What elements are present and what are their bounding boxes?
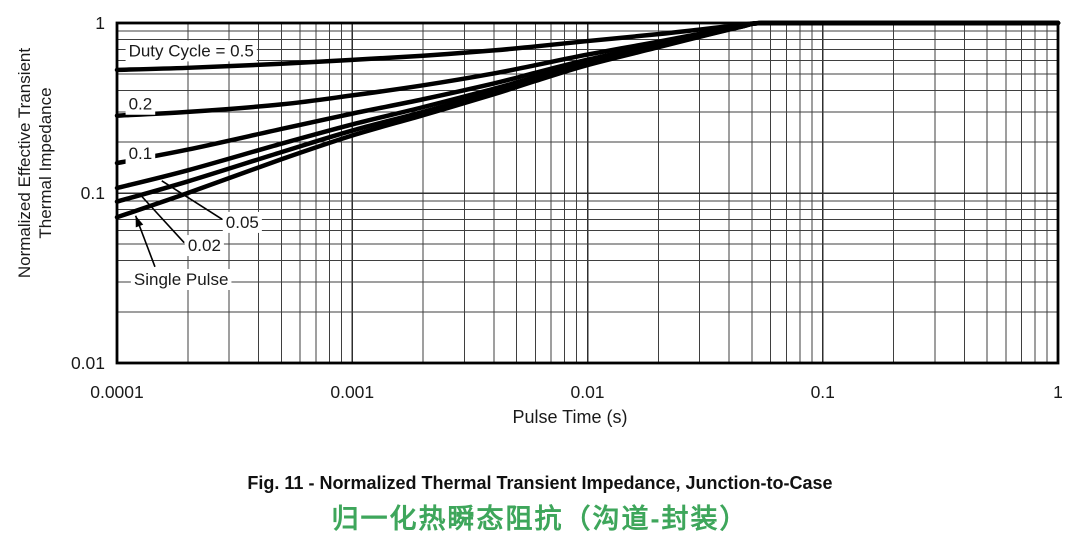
curve-label-background — [125, 40, 257, 62]
x-tick-label-0.001: 0.001 — [330, 382, 374, 402]
figure-caption-chinese: 归一化热瞬态阻抗（沟道-封装） — [331, 504, 749, 534]
thermal-impedance-chart: Duty Cycle = 0.5 0.2 0.1 0.05 0.02 Single Pul… — [14, 0, 1063, 427]
curve-label-background — [125, 142, 156, 164]
curve-label-0-02: 0.02 — [188, 236, 221, 255]
leader-line-0-05 — [161, 180, 223, 221]
figure-caption-english: Fig. 11 - Normalized Thermal Transient I… — [247, 473, 833, 493]
chart-canvas: Duty Cycle = 0.5 0.2 0.1 0.05 0.02 Single Pul… — [71, 13, 1063, 402]
x-tick-label-0.0001: 0.0001 — [90, 382, 144, 402]
curve-label-background — [125, 93, 156, 115]
y-axis-title-line2: Thermal Impedance — [36, 87, 55, 239]
arrowhead-single-pulse — [135, 215, 144, 228]
x-tick-label-1: 1 — [1053, 382, 1063, 402]
curve-label-duty-cycle-0-5: Duty Cycle = 0.5 — [129, 41, 254, 60]
curve-label-background — [130, 268, 232, 290]
y-axis-title-line1: Normalized Effective Transient — [15, 47, 34, 279]
y-tick-label-0.01: 0.01 — [71, 353, 105, 373]
y-tick-label-0.1: 0.1 — [81, 183, 105, 203]
y-tick-label-1: 1 — [95, 13, 105, 33]
x-tick-label-0.1: 0.1 — [811, 382, 835, 402]
curve-label-0-1: 0.1 — [129, 144, 153, 163]
curve-label-background — [184, 235, 224, 257]
y-axis-title: Normalized Effective Transient Thermal I… — [14, 0, 58, 333]
x-tick-label-0.01: 0.01 — [570, 382, 604, 402]
curve-label-0-2: 0.2 — [129, 95, 153, 114]
curve-label-0-05: 0.05 — [226, 213, 259, 232]
leader-line-0-02 — [140, 195, 185, 244]
plot-frame — [115, 21, 1060, 365]
curve-label-single-pulse: Single Pulse — [134, 270, 229, 289]
x-axis-title: Pulse Time (s) — [512, 407, 628, 427]
curve-label-background — [222, 211, 262, 233]
